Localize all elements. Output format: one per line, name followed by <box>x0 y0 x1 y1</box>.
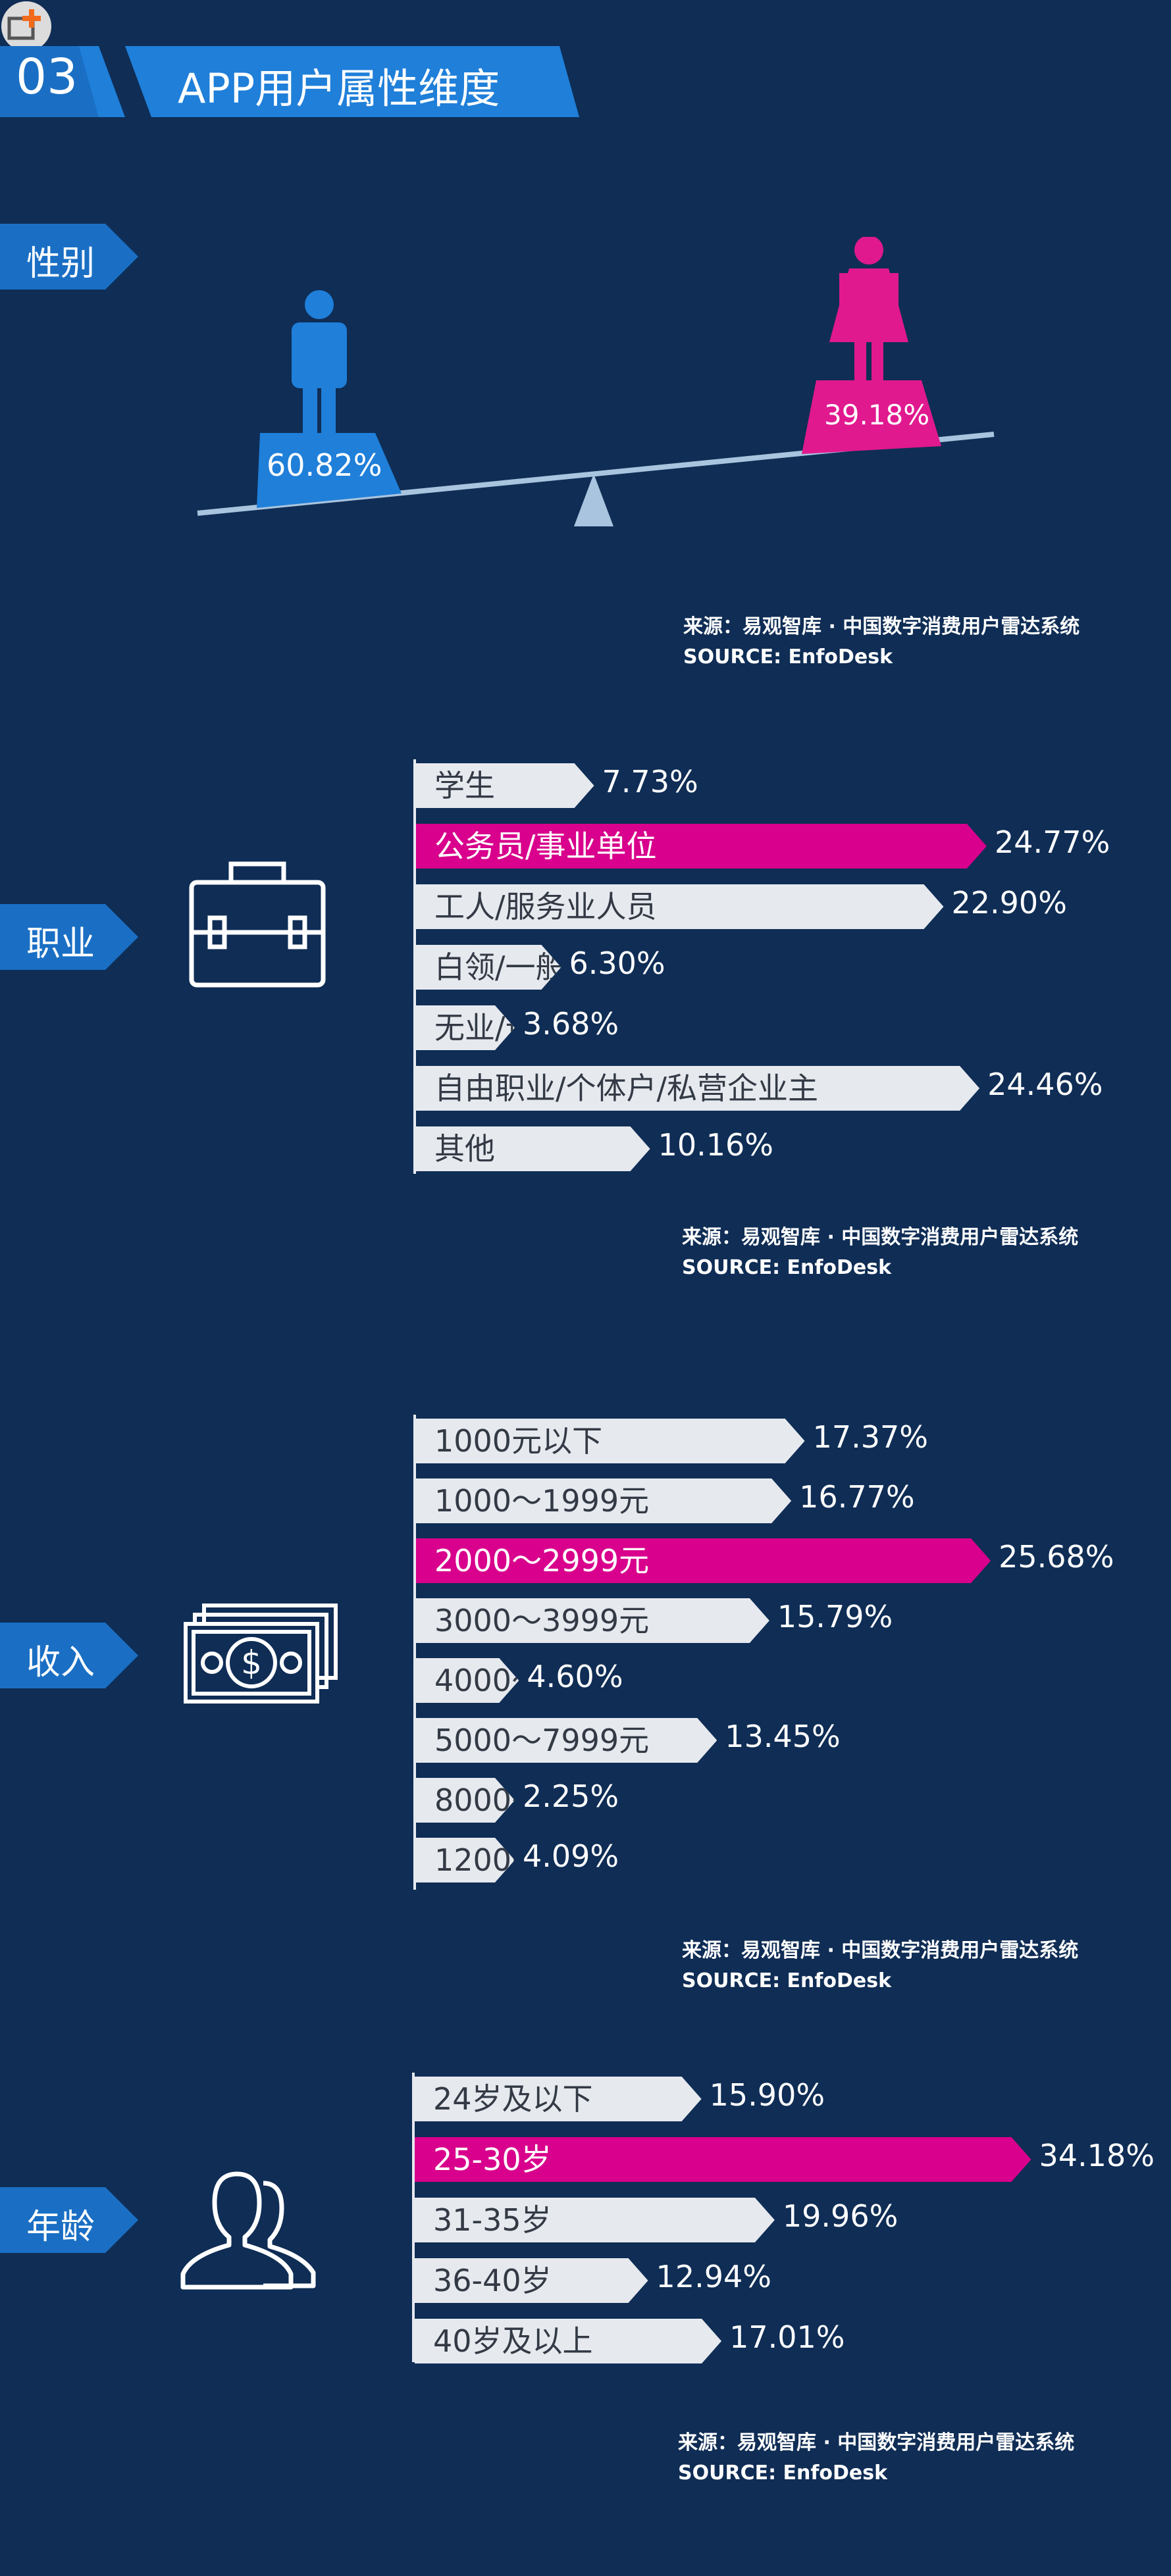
age-bar: 24岁及以下 <box>415 2077 702 2121</box>
age-chart: 24岁及以下 15.90% 25-30岁 34.18% 31-35岁 19.96% 36-4… <box>415 2073 1155 2363</box>
section-label-text: 性别 <box>26 244 95 284</box>
section-label-age: 年龄 <box>0 2187 138 2253</box>
income-value-label: 25.68% <box>999 1539 1114 1575</box>
corner-logo-icon <box>1 1 51 51</box>
source-line-1: 来源：易观智库 · 中国数字消费用户雷达系统 <box>683 615 1080 638</box>
occupation-bar-label: 自由职业/个体户/私营企业主 <box>434 1071 818 1106</box>
income-value-label: 13.45% <box>725 1719 841 1754</box>
income-value-label: 17.37% <box>812 1419 928 1455</box>
section-label-occupation: 职业 <box>0 904 138 970</box>
age-value-label: 19.96% <box>782 2198 898 2234</box>
header-number-tab-inner <box>0 46 99 117</box>
occupation-bar: 白领/一般职员 <box>416 945 561 990</box>
occupation-bar-label: 工人/服务业人员 <box>434 889 657 924</box>
income-value-label: 15.79% <box>777 1599 893 1634</box>
income-value-label: 16.77% <box>799 1479 915 1515</box>
income-bar-label: 2000～2999元 <box>434 1543 650 1578</box>
source-note-occupation: 来源：易观智库 · 中国数字消费用户雷达系统 SOURCE: EnfoDesk <box>682 1223 1078 1283</box>
briefcase-icon <box>189 861 326 988</box>
source-line-2: SOURCE: EnfoDesk <box>678 2462 888 2485</box>
male-figure-icon <box>292 290 347 433</box>
income-bar: 2000～2999元 <box>416 1538 991 1583</box>
occupation-bar: 其他 <box>416 1126 650 1171</box>
source-note-income: 来源：易观智库 · 中国数字消费用户雷达系统 SOURCE: EnfoDesk <box>682 1936 1078 1996</box>
occupation-bar: 无业/退休/失业/下岗 <box>416 1005 515 1050</box>
income-chart: 1000元以下 17.37% 1000～1999元 16.77% 2000～2999元 2… <box>416 1415 1140 1890</box>
income-bar-label: 5000～7999元 <box>434 1723 650 1758</box>
seesaw-fulcrum <box>574 474 613 526</box>
source-line-2: SOURCE: EnfoDesk <box>682 1969 892 1992</box>
income-bar: 12000元及以上 <box>416 1838 515 1882</box>
section-label-text: 年龄 <box>26 2208 95 2247</box>
section-number: 03 <box>16 49 78 105</box>
source-note-age: 来源：易观智库 · 中国数字消费用户雷达系统 SOURCE: EnfoDesk <box>678 2428 1074 2488</box>
occupation-bar: 学生 <box>416 763 594 808</box>
age-value-label: 17.01% <box>729 2319 845 2355</box>
occupation-bar-label: 学生 <box>434 768 495 803</box>
male-platform <box>257 433 402 508</box>
age-bar-label: 24岁及以下 <box>433 2081 593 2117</box>
age-bar-label: 25-30岁 <box>433 2142 552 2177</box>
source-line-1: 来源：易观智库 · 中国数字消费用户雷达系统 <box>678 2431 1075 2454</box>
section-label-text: 收入 <box>26 1643 95 1682</box>
occupation-value-label: 10.16% <box>658 1127 773 1163</box>
age-value-label: 34.18% <box>1039 2138 1155 2173</box>
occupation-axis <box>413 759 416 1174</box>
source-line-1: 来源：易观智库 · 中国数字消费用户雷达系统 <box>682 1226 1079 1249</box>
female-platform <box>802 380 941 454</box>
occupation-value-label: 6.30% <box>569 946 665 981</box>
age-bar-label: 36-40岁 <box>433 2263 552 2298</box>
age-axis <box>412 2073 415 2362</box>
female-percentage: 39.18% <box>824 399 930 431</box>
occupation-value-label: 24.46% <box>987 1067 1103 1102</box>
income-bar: 8000～11999元 <box>416 1778 515 1823</box>
gender-seesaw <box>197 237 995 526</box>
source-line-2: SOURCE: EnfoDesk <box>683 645 893 669</box>
income-axis <box>413 1415 416 1890</box>
income-bar: 4000～4999元 <box>416 1658 519 1703</box>
age-bar: 31-35岁 <box>415 2198 775 2242</box>
svg-text:$: $ <box>241 1644 262 1682</box>
income-bar: 5000～7999元 <box>416 1718 717 1763</box>
page-title: APP用户属性维度 <box>178 64 500 113</box>
section-label-text: 职业 <box>26 924 95 964</box>
source-line-1: 来源：易观智库 · 中国数字消费用户雷达系统 <box>682 1939 1079 1962</box>
occupation-bar: 公务员/事业单位 <box>416 824 987 869</box>
occupation-value-label: 22.90% <box>951 885 1067 921</box>
occupation-value-label: 7.73% <box>602 764 698 799</box>
age-bar: 25-30岁 <box>415 2137 1031 2182</box>
male-percentage: 60.82% <box>267 447 382 483</box>
age-value-label: 15.90% <box>709 2077 825 2113</box>
income-bar: 1000～1999元 <box>416 1478 791 1523</box>
income-value-label: 4.60% <box>527 1659 623 1694</box>
occupation-value-label: 3.68% <box>523 1006 619 1042</box>
age-value-label: 12.94% <box>656 2259 771 2294</box>
occupation-bar: 工人/服务业人员 <box>416 884 944 929</box>
age-bar-label: 31-35岁 <box>433 2202 552 2238</box>
age-bar-label: 40岁及以上 <box>433 2323 593 2359</box>
income-value-label: 4.09% <box>523 1838 619 1874</box>
female-figure-icon <box>829 237 908 382</box>
occupation-bar: 自由职业/个体户/私营企业主 <box>416 1066 979 1111</box>
source-line-2: SOURCE: EnfoDesk <box>682 1256 892 1279</box>
age-bar: 40岁及以上 <box>415 2319 721 2363</box>
income-bar: 1000元以下 <box>416 1419 805 1463</box>
income-bar-label: 1000元以下 <box>434 1423 603 1459</box>
occupation-value-label: 24.77% <box>994 824 1110 860</box>
header-title-tab <box>125 46 579 117</box>
income-value-label: 2.25% <box>523 1779 619 1814</box>
source-note-gender: 来源：易观智库 · 中国数字消费用户雷达系统 SOURCE: EnfoDesk <box>683 612 1080 672</box>
occupation-chart: 学生 7.73% 公务员/事业单位 24.77% 工人/服务业人员 22.90% 白领/一般… <box>416 759 1140 1174</box>
occupation-bar-label: 其他 <box>434 1131 495 1167</box>
users-icon <box>180 2171 316 2290</box>
income-bar-label: 1000～1999元 <box>434 1483 650 1519</box>
income-bar-label: 3000～3999元 <box>434 1603 650 1638</box>
age-bar: 36-40岁 <box>415 2258 648 2303</box>
section-label-gender: 性别 <box>0 224 138 290</box>
money-stack-icon: $ <box>184 1604 338 1704</box>
section-label-income: 收入 <box>0 1623 138 1688</box>
occupation-bar-label: 公务员/事业单位 <box>434 828 657 864</box>
income-bar: 3000～3999元 <box>416 1598 769 1643</box>
